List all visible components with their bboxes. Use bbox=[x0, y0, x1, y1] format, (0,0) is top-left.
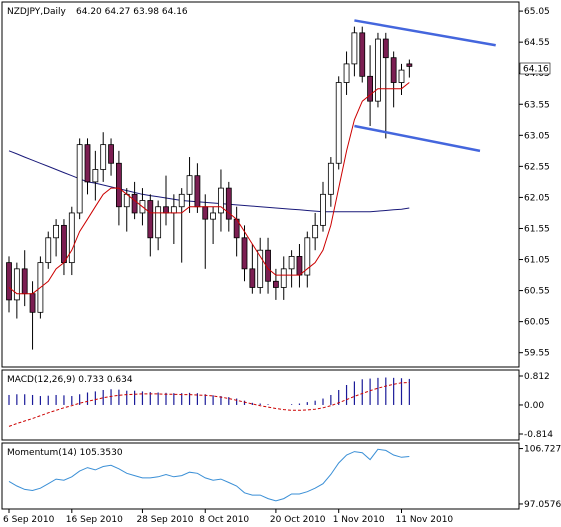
candle-body bbox=[45, 237, 52, 264]
price-tick-label: 60.55 bbox=[524, 287, 550, 297]
candle-body bbox=[225, 187, 232, 220]
candle-body bbox=[100, 144, 107, 170]
candle-body bbox=[382, 38, 389, 59]
candle-body bbox=[61, 224, 67, 264]
date-tick-label: 28 Sep 2010 bbox=[136, 515, 193, 525]
price-tick-label: 61.55 bbox=[524, 224, 550, 234]
candle-body bbox=[249, 268, 256, 288]
candle-body bbox=[147, 200, 154, 239]
candle-body bbox=[108, 144, 114, 164]
candle-body bbox=[202, 206, 209, 220]
date-tick-label: 6 Sep 2010 bbox=[3, 515, 55, 525]
price-tick-label: 64.55 bbox=[524, 38, 550, 48]
symbol-label: NZDJPY,Daily bbox=[7, 7, 67, 17]
candle-body bbox=[296, 256, 303, 276]
momentum-series bbox=[8, 448, 410, 502]
candle-body bbox=[304, 237, 311, 276]
candle-body bbox=[320, 193, 326, 226]
candlestick-series bbox=[6, 26, 413, 350]
channel-line bbox=[354, 19, 496, 47]
candle-body bbox=[375, 38, 381, 102]
candle-body bbox=[155, 206, 162, 239]
candle-body bbox=[327, 162, 334, 195]
macd-series bbox=[8, 377, 410, 427]
candle-body bbox=[359, 32, 366, 77]
candle-body bbox=[29, 293, 36, 313]
candle-body bbox=[312, 224, 319, 239]
date-axis: 6 Sep 2010 16 Sep 2010 28 Sep 2010 8 Oct 20… bbox=[3, 509, 453, 525]
trend-channel[interactable] bbox=[354, 19, 496, 153]
price-tick-label: 63.55 bbox=[524, 100, 550, 110]
candle-body bbox=[116, 162, 122, 208]
fast-ma-line bbox=[8, 82, 410, 295]
candle-body bbox=[367, 75, 374, 102]
candle-body bbox=[92, 169, 99, 183]
candle-body bbox=[163, 206, 169, 214]
candle-body bbox=[265, 249, 271, 282]
date-tick-label: 20 Oct 2010 bbox=[270, 515, 326, 525]
price-tick-label: 60.05 bbox=[524, 318, 550, 328]
candle-body bbox=[398, 69, 405, 83]
candle-body bbox=[84, 144, 91, 183]
candle-body bbox=[241, 237, 248, 270]
candle-body bbox=[131, 193, 138, 214]
momentum-panel[interactable] bbox=[1, 442, 520, 510]
candle-body bbox=[53, 224, 59, 239]
momentum-tick-label: 97.0576 bbox=[524, 500, 561, 510]
current-price-tag: 64.16 bbox=[523, 65, 549, 75]
price-tick-label: 62.55 bbox=[524, 162, 550, 172]
macd-axis: 0.812 0.00 -0.814 bbox=[519, 372, 553, 440]
date-tick-label: 8 Oct 2010 bbox=[199, 515, 249, 525]
candle-body bbox=[218, 187, 224, 214]
momentum-axis: 106.7278 97.0576 bbox=[519, 445, 561, 510]
macd-panel[interactable] bbox=[1, 369, 520, 441]
price-tick-label: 62.05 bbox=[524, 193, 550, 203]
candle-body bbox=[288, 256, 295, 270]
momentum-line bbox=[8, 448, 410, 502]
macd-signal-line bbox=[8, 382, 410, 427]
price-tick-label: 61.05 bbox=[524, 256, 550, 266]
date-tick-label: 11 Nov 2010 bbox=[396, 515, 454, 525]
slow-moving-average bbox=[8, 150, 410, 213]
candle-body bbox=[343, 63, 350, 83]
momentum-tick-label: 106.7278 bbox=[524, 445, 561, 455]
candle-body bbox=[390, 57, 397, 83]
price-axis: 65.0564.5564.0563.5563.0562.5562.0561.55… bbox=[519, 7, 550, 359]
candle-body bbox=[21, 268, 28, 295]
slow-ma-line bbox=[8, 150, 410, 213]
date-tick-label: 16 Sep 2010 bbox=[66, 515, 123, 525]
candle-body bbox=[68, 212, 75, 264]
candle-body bbox=[76, 144, 83, 214]
candle-body bbox=[257, 249, 264, 288]
candle-body bbox=[13, 268, 20, 301]
macd-tick-label: 0.00 bbox=[524, 401, 544, 411]
candle-body bbox=[194, 175, 201, 208]
momentum-label: Momentum(14) 105.3530 bbox=[7, 448, 123, 458]
candle-body bbox=[280, 268, 287, 288]
channel-line bbox=[354, 124, 481, 153]
ohlc-label: 64.20 64.27 63.98 64.16 bbox=[76, 7, 188, 17]
candle-body bbox=[335, 82, 342, 164]
candle-body bbox=[351, 32, 358, 65]
candle-body bbox=[178, 193, 185, 208]
candle-body bbox=[406, 63, 413, 67]
candle-body bbox=[170, 206, 177, 214]
candle-body bbox=[186, 175, 193, 195]
date-tick-label: 1 Nov 2010 bbox=[333, 515, 385, 525]
price-tick-label: 59.55 bbox=[524, 349, 550, 359]
price-tick-label: 63.05 bbox=[524, 131, 550, 141]
candle-body bbox=[272, 280, 279, 288]
main-price-panel[interactable] bbox=[1, 1, 520, 368]
fast-moving-average bbox=[8, 82, 410, 295]
macd-label: MACD(12,26,9) 0.733 0.634 bbox=[7, 375, 133, 385]
candle-body bbox=[6, 262, 12, 301]
current-price-tag-box bbox=[519, 62, 551, 75]
macd-tick-label: -0.814 bbox=[524, 430, 553, 440]
candle-body bbox=[210, 212, 217, 220]
price-tick-label: 65.05 bbox=[524, 7, 550, 17]
macd-tick-label: 0.812 bbox=[524, 372, 550, 382]
